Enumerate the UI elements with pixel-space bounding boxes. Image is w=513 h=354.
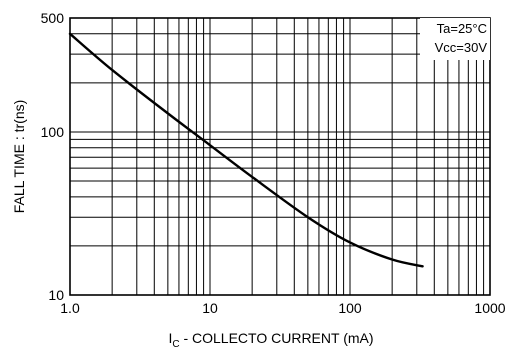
series-line — [68, 32, 424, 268]
x-axis-label-main: I — [168, 330, 172, 346]
x-axis-label: IC - COLLECTO CURRENT (mA) — [168, 330, 373, 350]
legend-line-2: Vcc=30V — [435, 40, 488, 55]
y-axis-label: FALL TIME : tr(ns) — [11, 100, 27, 214]
x-tick-label: 10 — [202, 300, 218, 316]
legend-line-1: Ta=25°C — [437, 21, 487, 36]
legend-background — [420, 18, 490, 60]
x-tick-label: 1.0 — [60, 300, 80, 316]
y-tick-label: 10 — [48, 287, 64, 303]
legend-box: Ta=25°C Vcc=30V — [420, 18, 490, 60]
chart-grid — [70, 18, 490, 295]
x-tick-label: 1000 — [474, 300, 505, 316]
x-axis-label-subscript: C — [172, 339, 179, 350]
series-layer — [68, 32, 424, 268]
x-axis-label-rest: - COLLECTO CURRENT (mA) — [180, 330, 374, 346]
x-tick-label: 100 — [338, 300, 362, 316]
y-tick-label: 100 — [41, 124, 65, 140]
y-tick-label: 500 — [41, 10, 65, 26]
plot-frame — [69, 17, 491, 296]
